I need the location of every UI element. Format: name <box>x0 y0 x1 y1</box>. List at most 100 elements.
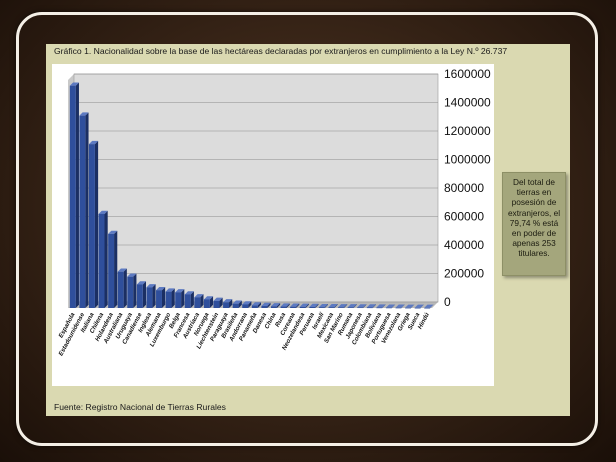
bar <box>405 304 415 309</box>
bar <box>165 288 175 308</box>
y-tick-labels: 0 200000 400000 600000 800000 1000000 1200000 1… <box>444 67 491 309</box>
bar <box>251 302 261 308</box>
bar-top <box>117 268 127 272</box>
bar <box>376 304 386 309</box>
bar-side <box>315 303 319 308</box>
bar-side <box>123 268 127 308</box>
bar-top <box>223 299 233 303</box>
y-tick-label: 1600000 <box>444 67 491 81</box>
bar <box>290 303 300 308</box>
bar-front <box>318 307 325 308</box>
bar-front <box>127 276 134 308</box>
bar-front <box>290 306 297 308</box>
bar-side <box>420 304 424 308</box>
bar-top <box>88 140 99 145</box>
y-tick-label: 200000 <box>444 267 484 281</box>
bar <box>395 304 405 309</box>
bar <box>136 281 147 308</box>
bar-top <box>98 210 108 214</box>
bar-front <box>108 233 115 308</box>
bar-side <box>114 230 118 308</box>
bar <box>194 294 204 308</box>
bar <box>223 299 233 308</box>
bar-front <box>242 304 249 308</box>
bar-side <box>94 140 99 308</box>
bar-front <box>309 307 316 308</box>
bar <box>117 268 127 308</box>
bar <box>414 304 424 309</box>
bar-front <box>280 306 287 308</box>
bars <box>69 82 434 309</box>
bar-top <box>414 304 424 308</box>
bar-top <box>338 304 348 308</box>
bar-side <box>219 297 223 308</box>
bar-top <box>290 303 300 307</box>
bar-front <box>347 307 354 308</box>
bar-side <box>324 303 329 308</box>
bar-top <box>69 82 79 86</box>
bar-front <box>223 302 230 308</box>
bar-top <box>270 303 281 307</box>
chart-title: Gráfico 1. Nacionalidad sobre la base de… <box>54 46 508 56</box>
bar-front <box>299 306 306 308</box>
bar-top <box>79 112 89 116</box>
bar-side <box>343 304 348 308</box>
bar-top <box>108 230 118 234</box>
bar <box>69 82 79 308</box>
bar-side <box>382 304 386 308</box>
bar-side <box>391 304 396 308</box>
bar-front <box>194 297 201 308</box>
bar-front <box>88 144 95 308</box>
bar-front <box>385 307 392 309</box>
bar-side <box>401 304 405 308</box>
bar-side <box>85 112 89 308</box>
bar <box>424 304 434 309</box>
bar-top <box>251 302 261 306</box>
bar-side <box>411 304 415 308</box>
bar-top <box>184 291 194 295</box>
callout-note: Del total de tierras en posesión de extr… <box>502 172 566 276</box>
bar-side <box>142 281 147 308</box>
bar-front <box>79 115 86 308</box>
bar-side <box>334 304 338 308</box>
bar-front <box>328 307 335 308</box>
bar-side <box>171 288 175 308</box>
bar-side <box>257 302 261 308</box>
bar-top <box>156 286 166 291</box>
bar <box>232 300 242 308</box>
bar-front <box>405 307 412 309</box>
bar <box>213 297 223 308</box>
bar-side <box>353 304 357 308</box>
bar-top <box>318 303 329 308</box>
bar-top <box>242 301 252 305</box>
bar-top <box>203 296 214 300</box>
bar <box>175 289 185 308</box>
bar-front <box>213 300 220 308</box>
bar-top <box>395 304 405 308</box>
bar-front <box>414 307 421 309</box>
bar <box>338 304 348 308</box>
y-tick-label: 1200000 <box>444 124 491 138</box>
bar-top <box>385 304 396 308</box>
slide-frame <box>16 12 598 446</box>
bar-top <box>299 303 309 307</box>
bar-side <box>190 291 194 308</box>
bar <box>146 284 156 308</box>
bar <box>261 302 271 308</box>
bar-top <box>194 294 204 298</box>
bar-top <box>261 302 271 307</box>
bar-side <box>296 303 300 308</box>
bar-side <box>430 304 434 308</box>
bar-top <box>405 304 415 308</box>
x-tick-labels: EspañolaEstadounidenseItalianaChilenaHol… <box>57 311 431 358</box>
bar-front <box>156 290 162 308</box>
bar-top <box>213 297 223 301</box>
bar-side <box>276 303 281 308</box>
bar <box>385 304 396 309</box>
bar <box>88 140 99 308</box>
bar-top <box>280 303 290 307</box>
bar <box>98 210 108 308</box>
bar-chart: 0 200000 400000 600000 800000 1000000 1200000 1… <box>57 67 491 358</box>
bar-front <box>357 307 364 309</box>
bar <box>203 296 214 308</box>
